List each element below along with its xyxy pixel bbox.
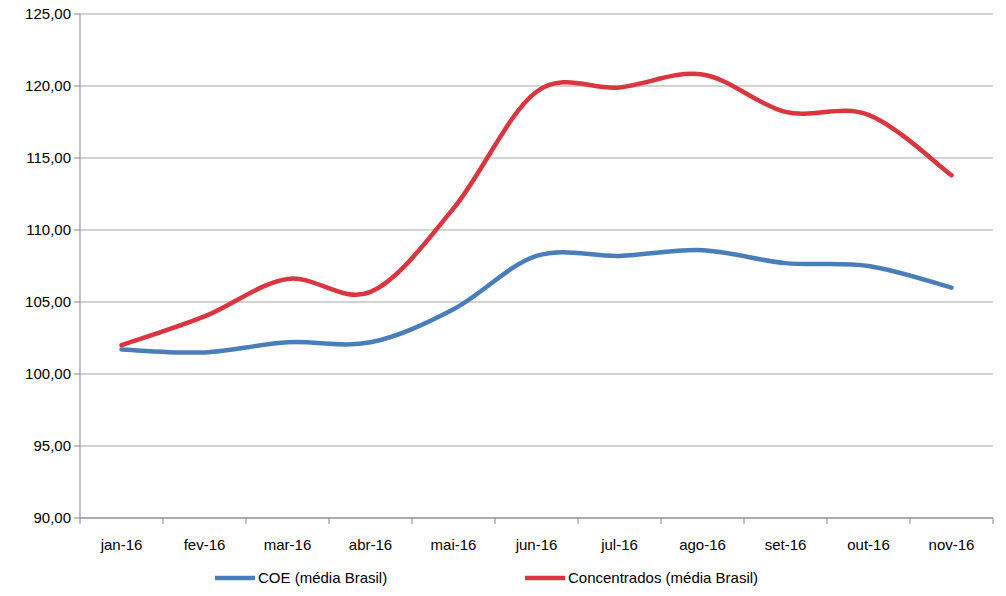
y-tick-label: 105,00: [25, 293, 71, 310]
y-tick-label: 125,00: [25, 5, 71, 22]
plot-area: [122, 74, 952, 353]
y-tick: [74, 446, 80, 447]
chart: 90,00 95,00 100,00 105,00 110,00 115,00 120,00…: [0, 0, 1006, 596]
x-tick-label: abr-16: [349, 536, 392, 553]
y-tick-label: 90,00: [33, 509, 71, 526]
x-tick-label: ago-16: [679, 536, 726, 553]
series-line: [122, 250, 952, 353]
series-line: [122, 74, 952, 345]
grid-line: [80, 374, 993, 375]
grid-line: [80, 86, 993, 87]
y-tick: [74, 86, 80, 87]
x-tick: [993, 518, 994, 524]
y-tick-label: 120,00: [25, 77, 71, 94]
x-tick: [329, 518, 330, 524]
y-tick-label: 95,00: [33, 437, 71, 454]
x-axis: [80, 518, 993, 519]
x-tick-label: fev-16: [184, 536, 226, 553]
x-tick: [495, 518, 496, 524]
legend-swatch: [215, 576, 255, 581]
y-tick: [74, 374, 80, 375]
x-tick-label: nov-16: [929, 536, 975, 553]
grid-line: [80, 518, 993, 519]
legend-label: Concentrados (média Brasil): [568, 569, 758, 586]
grid-line: [80, 446, 993, 447]
grid-line: [80, 302, 993, 303]
x-tick-label: mai-16: [431, 536, 477, 553]
x-tick: [827, 518, 828, 524]
y-tick: [74, 302, 80, 303]
grid-line: [80, 158, 993, 159]
x-tick: [246, 518, 247, 524]
x-tick: [80, 518, 81, 524]
x-tick-label: set-16: [765, 536, 807, 553]
x-tick: [412, 518, 413, 524]
grid-line: [80, 14, 993, 15]
x-tick-label: out-16: [847, 536, 890, 553]
y-tick: [74, 158, 80, 159]
x-tick: [661, 518, 662, 524]
x-tick-label: jan-16: [100, 536, 143, 553]
y-axis: [80, 14, 81, 518]
x-tick: [163, 518, 164, 524]
y-tick-label: 100,00: [25, 365, 71, 382]
legend-label: COE (média Brasil): [258, 569, 387, 586]
x-tick: [744, 518, 745, 524]
x-tick: [578, 518, 579, 524]
legend-swatch: [525, 576, 565, 581]
grid-line: [80, 230, 993, 231]
y-tick-label: 110,00: [26, 221, 71, 238]
legend: COE (média Brasil) Concentrados (média Br…: [215, 569, 758, 586]
x-tick-label: jun-16: [515, 536, 558, 553]
x-tick-label: mar-16: [264, 536, 312, 553]
y-tick: [74, 230, 80, 231]
x-tick-label: jul-16: [600, 536, 638, 553]
y-tick-label: 115,00: [26, 149, 71, 166]
y-tick: [74, 518, 80, 519]
y-tick: [74, 14, 80, 15]
x-tick: [910, 518, 911, 524]
